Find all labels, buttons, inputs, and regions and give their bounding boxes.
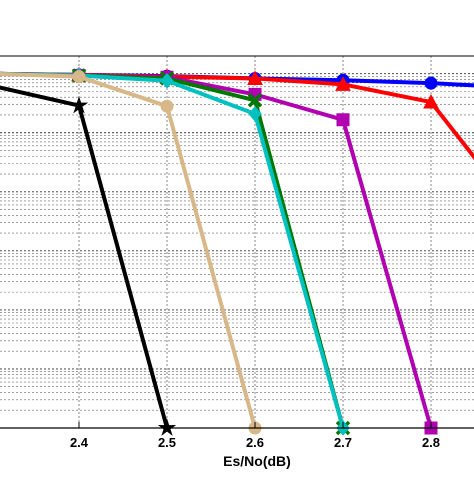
- x-axis-title: Es/No(dB): [223, 453, 291, 469]
- x-tick-label: 2.5: [158, 435, 176, 450]
- data-point: [73, 71, 85, 83]
- x-tick-label: 2.7: [334, 435, 352, 450]
- x-tick-label: 2.4: [70, 435, 89, 450]
- data-point: [161, 100, 173, 112]
- data-point: [425, 77, 437, 89]
- x-tick-label: 2.6: [246, 435, 264, 450]
- data-point: [337, 114, 349, 126]
- x-tick-label: 2.8: [422, 435, 440, 450]
